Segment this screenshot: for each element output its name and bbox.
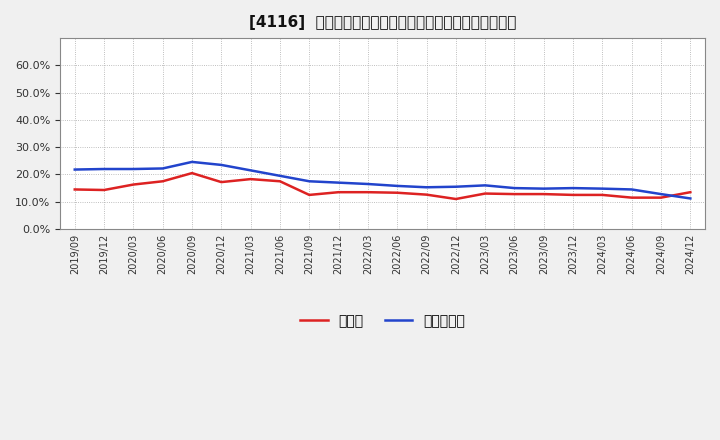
- 現預金: [100, 187, 109, 193]
- 有利子負債: [539, 186, 548, 191]
- 現預金: [539, 191, 548, 197]
- 有利子負債: [217, 162, 225, 168]
- 有利子負債: [657, 191, 665, 197]
- 現預金: [510, 191, 519, 197]
- Line: 有利子負債: 有利子負債: [75, 162, 690, 198]
- 現預金: [217, 180, 225, 185]
- 有利子負債: [71, 167, 79, 172]
- 現預金: [569, 192, 577, 198]
- 現預金: [129, 182, 138, 187]
- Line: 現預金: 現預金: [75, 173, 690, 199]
- 有利子負債: [364, 181, 372, 187]
- 現預金: [627, 195, 636, 200]
- 現預金: [188, 170, 197, 176]
- 現預金: [481, 191, 490, 196]
- 有利子負債: [422, 185, 431, 190]
- 現預金: [246, 176, 255, 182]
- 有利子負債: [627, 187, 636, 192]
- 現預金: [422, 192, 431, 197]
- 現預金: [305, 192, 314, 198]
- 有利子負債: [129, 166, 138, 172]
- 有利子負債: [598, 186, 607, 191]
- 有利子負債: [188, 159, 197, 165]
- 有利子負債: [451, 184, 460, 189]
- 有利子負債: [393, 183, 402, 189]
- 有利子負債: [569, 185, 577, 191]
- 有利子負債: [686, 196, 695, 201]
- 有利子負債: [276, 173, 284, 179]
- 現預金: [451, 196, 460, 202]
- 有利子負債: [510, 185, 519, 191]
- 有利子負債: [481, 183, 490, 188]
- Title: [4116]  現預金、有利子負債の総資産に対する比率の推移: [4116] 現預金、有利子負債の総資産に対する比率の推移: [249, 15, 516, 30]
- 現預金: [334, 190, 343, 195]
- 有利子負債: [246, 168, 255, 173]
- 現預金: [686, 190, 695, 195]
- 有利子負債: [100, 166, 109, 172]
- Legend: 現預金, 有利子負債: 現預金, 有利子負債: [294, 308, 471, 334]
- 現預金: [657, 195, 665, 200]
- 現預金: [158, 179, 167, 184]
- 現預金: [364, 190, 372, 195]
- 有利子負債: [334, 180, 343, 185]
- 現預金: [598, 192, 607, 198]
- 有利子負債: [305, 179, 314, 184]
- 有利子負債: [158, 166, 167, 171]
- 現預金: [276, 179, 284, 184]
- 現預金: [71, 187, 79, 192]
- 現預金: [393, 190, 402, 195]
